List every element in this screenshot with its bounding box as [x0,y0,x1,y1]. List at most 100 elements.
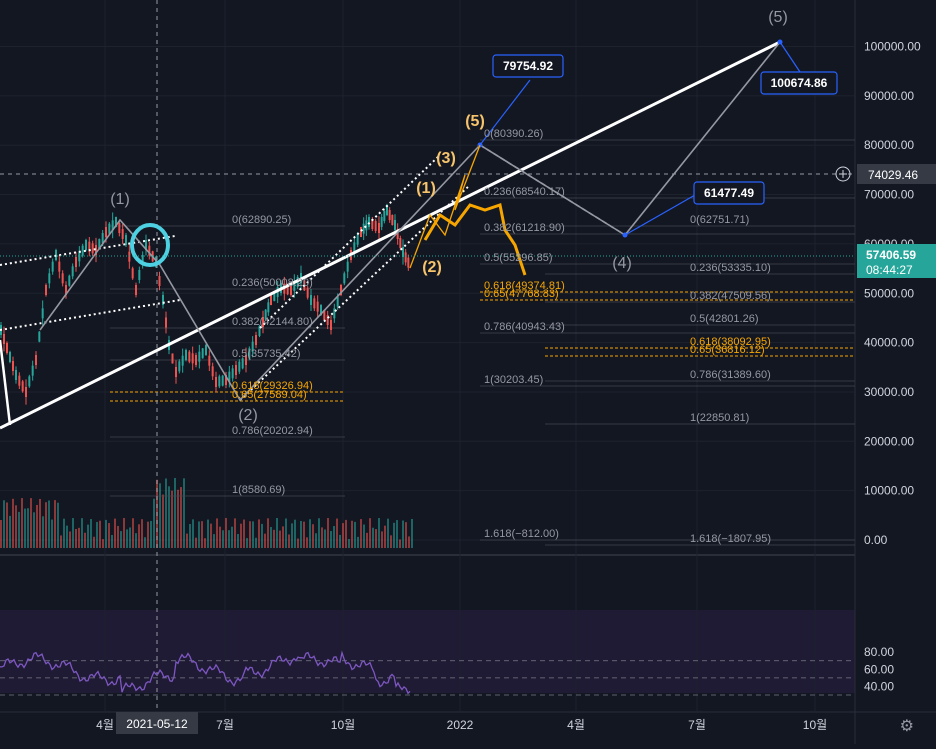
price-tick-label: 50000.00 [864,286,914,300]
candle-body [165,317,167,328]
candle-body [231,368,234,379]
volume-bar [396,520,398,548]
volume-bar [252,521,254,548]
volume-bar [303,521,305,548]
fib-label: 0.786(20202.94) [232,425,313,437]
volume-bar [222,530,224,548]
candle-body [255,335,257,345]
candle-body [185,350,187,360]
candle-body [228,371,231,382]
candle-body [293,281,296,291]
candle-body [6,343,8,353]
volume-bar [306,537,308,548]
fib-label: 1(8580.69) [232,484,285,496]
candle-body [71,266,74,277]
volume-bar [411,518,413,548]
candle-body [394,220,396,230]
candle-body [211,366,214,377]
candle-body [360,227,362,237]
candle-body [340,285,342,295]
time-tick-label: 2022 [447,718,474,732]
fib-label: 0.236(50008.20) [232,277,313,289]
volume-bar [309,519,311,548]
price-tick-label: 100000.00 [864,40,921,54]
candle-body [290,285,292,295]
fib-label: 0.5(42801.26) [690,313,759,325]
volume-bar [33,512,35,548]
volume-bar [264,533,266,548]
candle-body [264,309,267,320]
volume-bar [276,518,278,548]
volume-bar [21,498,23,548]
volume-bar [129,527,131,548]
volume-bar [135,533,137,548]
candle-body [310,295,312,305]
candle-body [61,273,64,284]
candle-body [125,235,127,245]
volume-bar [366,532,368,548]
candle-body [162,295,164,305]
candle-body [208,355,211,366]
price-tick-label: 90000.00 [864,89,914,103]
candle-body [386,205,388,215]
candle-body [221,375,224,386]
candle-body [15,370,17,380]
fib-label: 0.382(42144.80) [232,316,313,328]
candle-body [18,375,21,386]
rsi-tick-label: 60.00 [864,662,894,676]
volume-bar [159,483,161,548]
volume-bar [261,523,263,548]
volume-bar [36,504,38,548]
volume-bar [246,538,248,548]
candle-body [21,381,24,392]
volume-bar [72,518,74,548]
candle-body [402,247,404,257]
volume-bar [399,539,401,548]
volume-bar [114,518,116,548]
candle-body [108,223,111,234]
volume-bar [363,524,365,548]
candle-body [241,358,244,369]
trend-line-main [0,40,781,430]
volume-bar [12,498,14,548]
price-tick-label: 70000.00 [864,188,914,202]
volume-bar [96,521,98,548]
candle-body [128,251,131,262]
candle-body [41,308,44,319]
candle-body [9,352,11,362]
candle-body [326,315,329,325]
volume-bar [342,523,344,548]
volume-bar [171,490,173,548]
candle-body [105,227,107,237]
fib-label: 0(80390.26) [484,128,543,140]
volume-bar [300,520,302,548]
candle-body [251,341,254,352]
volume-bar [186,533,188,548]
candle-body [91,243,94,254]
candle-body [391,215,394,225]
volume-bar [60,535,62,548]
candle-body [78,251,81,262]
candle-body [336,296,339,307]
rsi-band [0,610,855,693]
candle-body [245,355,247,365]
gear-icon[interactable]: ⚙ [899,718,914,735]
candle-body [65,285,67,295]
volume-bar [207,519,209,548]
candle-body [353,242,356,253]
candle-body [320,305,322,315]
volume-bar [267,518,269,548]
volume-bar [243,519,245,548]
rsi-tick-label: 80.00 [864,645,894,659]
fib-label: 0.786(40943.43) [484,321,565,333]
fib-label: 0.5(55296.85) [484,252,553,264]
volume-bar [30,498,32,548]
price-tick-label: 0.00 [864,533,888,547]
volume-bar [42,516,44,548]
candle-body [195,355,197,365]
volume-bar [120,531,122,548]
current-price-countdown: 08:44:27 [866,263,913,277]
volume-bar [153,498,155,548]
candle-body [35,355,37,365]
